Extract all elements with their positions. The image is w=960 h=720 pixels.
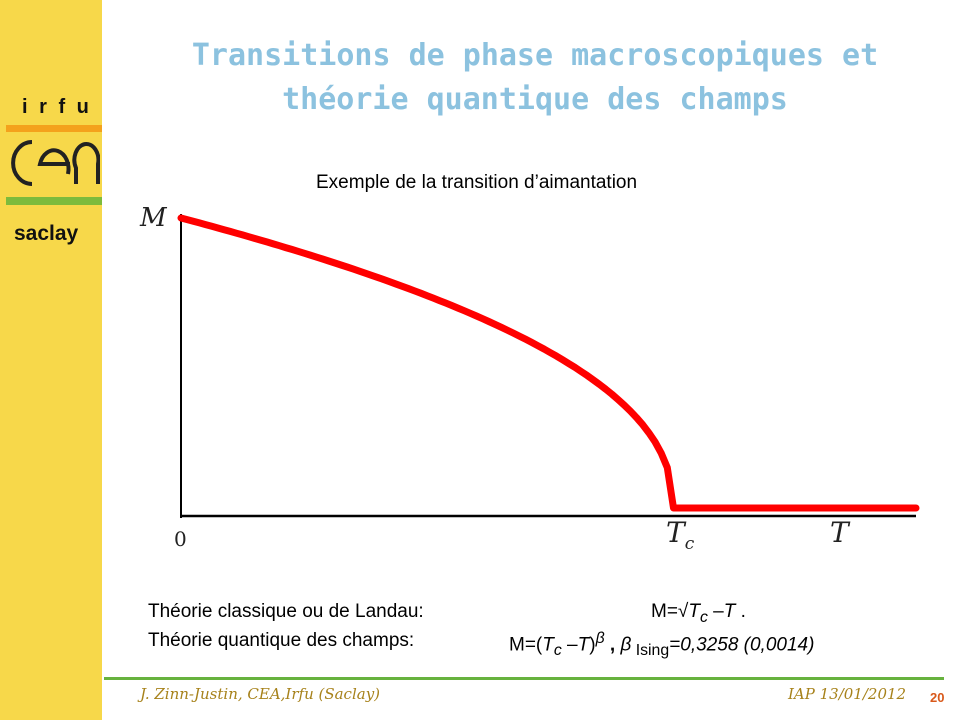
eq-sub: Ising bbox=[631, 642, 670, 660]
sidebar: i r f u saclay bbox=[0, 0, 102, 720]
slide-title: Transitions de phase macroscopiques et t… bbox=[140, 34, 930, 122]
quantum-theory-label: Théorie quantique des champs: bbox=[148, 630, 415, 651]
eq-var: T bbox=[542, 634, 554, 656]
x-tick-tc: Tc bbox=[666, 516, 695, 554]
eq-sub: c bbox=[699, 608, 708, 626]
orange-bar bbox=[6, 125, 102, 132]
eq-part: , bbox=[604, 634, 621, 656]
classical-theory-label: Théorie classique ou de Landau: bbox=[148, 601, 424, 622]
y-axis-label: M bbox=[139, 203, 168, 233]
eq-part: . bbox=[735, 601, 746, 622]
eq-exp: β bbox=[595, 630, 605, 647]
x-axis-label: T bbox=[830, 516, 851, 549]
irfu-logo-text: i r f u bbox=[22, 96, 92, 118]
eq-value: =0,3258 (0,0014) bbox=[669, 634, 815, 656]
eq-part: M=√ bbox=[651, 601, 689, 622]
footer-date: IAP 13/01/2012 bbox=[788, 685, 907, 703]
eq-var: T bbox=[723, 601, 736, 622]
footer-line bbox=[104, 677, 944, 680]
x-tick-0: 0 bbox=[174, 527, 187, 551]
eq-var: β bbox=[620, 634, 632, 656]
eq-part: M=( bbox=[509, 634, 543, 656]
eq-var: T bbox=[688, 601, 700, 622]
title-line-2: théorie quantique des champs bbox=[282, 82, 788, 117]
footer-author: J. Zinn-Justin, CEA,Irfu (Saclay) bbox=[140, 685, 381, 703]
green-bar bbox=[6, 197, 102, 205]
eq-part: – bbox=[561, 634, 578, 656]
cea-logo bbox=[11, 140, 100, 186]
page-number: 20 bbox=[930, 690, 945, 705]
magnetization-chart: M 0 Tc T bbox=[139, 203, 920, 554]
title-line-1: Transitions de phase macroscopiques et bbox=[191, 38, 879, 73]
eq-var: T bbox=[577, 634, 590, 656]
eq-sub: c bbox=[553, 642, 562, 660]
eq-part: – bbox=[707, 601, 724, 622]
quantum-theory-equation: M=(Tc –T)β , β Ising=0,3258 (0,0014) bbox=[509, 630, 814, 660]
eq-part: ) bbox=[589, 634, 596, 656]
magnetization-curve bbox=[177, 214, 920, 512]
saclay-label: saclay bbox=[14, 222, 79, 245]
chart-subtitle: Exemple de la transition d’aimantation bbox=[316, 172, 638, 193]
classical-theory-equation: M=√Tc –T . bbox=[651, 601, 746, 627]
